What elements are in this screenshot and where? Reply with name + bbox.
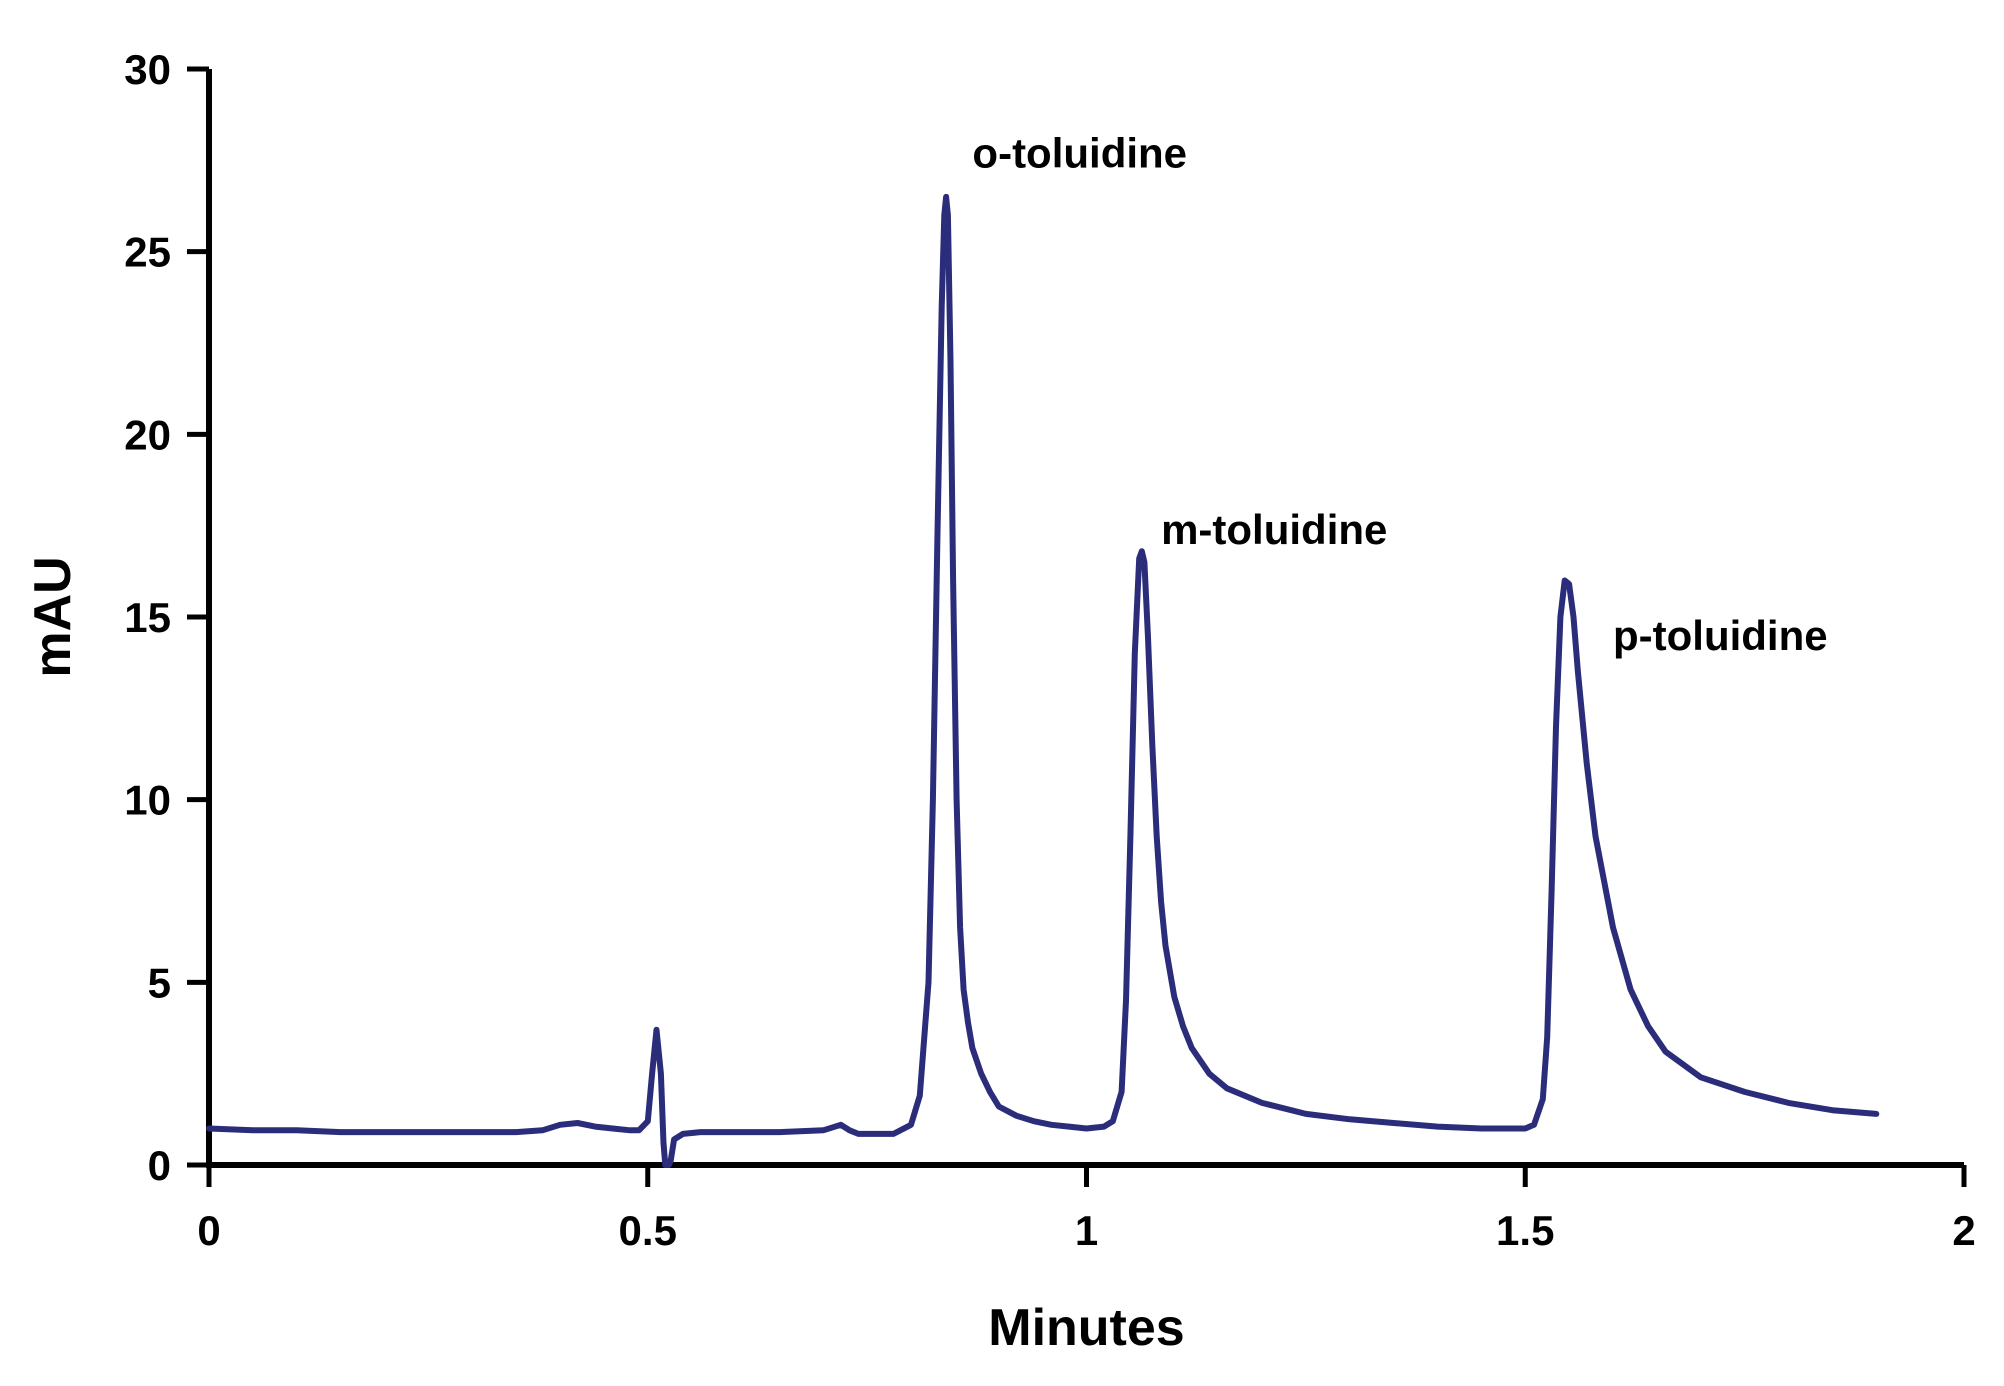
- x-tick-label: 1: [1075, 1207, 1098, 1254]
- peak-label: m-toluidine: [1161, 506, 1387, 553]
- y-tick-label: 5: [148, 959, 171, 1006]
- y-tick-label: 15: [124, 594, 171, 641]
- x-tick-label: 0: [197, 1207, 220, 1254]
- x-axis-title: Minutes: [988, 1299, 1184, 1357]
- peak-label: o-toluidine: [972, 130, 1187, 177]
- annotations: o-toluidine m-toluidine p-toluidine: [972, 130, 1827, 659]
- y-tick-label: 0: [148, 1142, 171, 1189]
- y-tick-label: 20: [124, 411, 171, 458]
- y-tick-label: 25: [124, 229, 171, 276]
- peak-label: p-toluidine: [1613, 612, 1828, 659]
- x-ticks: 0 0.5 1 1.5 2: [197, 1165, 1976, 1254]
- x-tick-label: 2: [1952, 1207, 1975, 1254]
- y-axis-title: mAU: [24, 556, 82, 677]
- series-line: [206, 193, 1880, 1168]
- x-tick-label: 0.5: [619, 1207, 677, 1254]
- y-tick-label: 30: [124, 46, 171, 93]
- x-tick-label: 1.5: [1496, 1207, 1554, 1254]
- y-ticks: 0 5 10 15 20 25 30: [124, 46, 209, 1189]
- y-tick-label: 10: [124, 777, 171, 824]
